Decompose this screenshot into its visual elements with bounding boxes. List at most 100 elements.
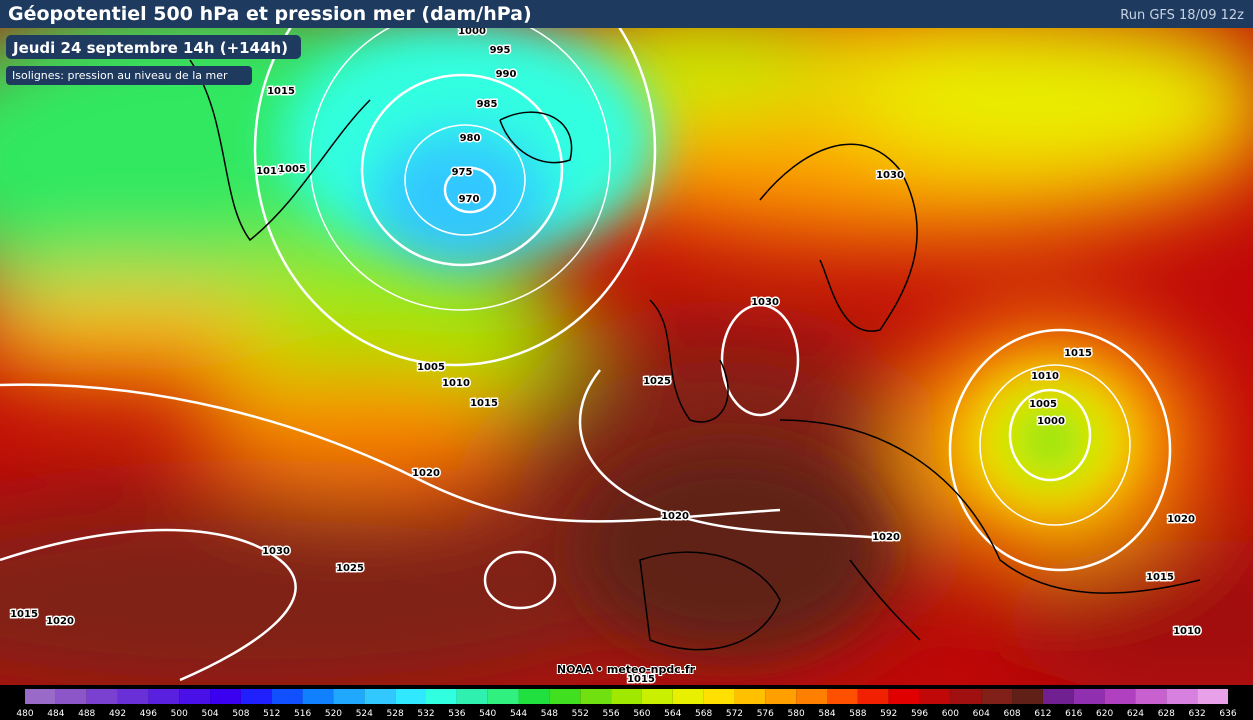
isobar-label: 1025 [643,376,671,387]
run-info: Run GFS 18/09 12z [1120,8,1244,23]
colorbar-swatch [179,689,211,704]
colorbar-label: 524 [356,709,373,719]
isobar-label: 1015 [627,674,655,685]
colorbar-label: 504 [201,709,218,719]
colorbar-label: 552 [572,709,589,719]
colorbar-label: 612 [1034,709,1051,719]
isobar-label: 1000 [1037,416,1065,427]
isobar-label: 970 [459,194,480,205]
isobar-label: 985 [477,99,498,110]
colorbar-label: 556 [602,709,619,719]
colorbar-label: 584 [818,709,835,719]
colorbar-label: 548 [541,709,558,719]
colorbar-swatch [25,689,56,704]
colorbar-swatch [611,689,642,704]
colorbar-swatch [395,689,426,704]
colorbar-label: 512 [263,709,280,719]
colorbar-swatch [456,689,488,704]
isobar-label: 1010 [1031,371,1059,382]
colorbar-label: 500 [171,709,188,719]
isobar-label: 1005 [1029,399,1057,410]
colorbar-label: 540 [479,709,496,719]
colorbar-label: 620 [1096,709,1113,719]
colorbar-swatch [302,689,334,704]
isobar-label: 1020 [661,511,689,522]
colorbar-label: 492 [109,709,126,719]
colorbar-label: 604 [973,709,990,719]
colorbar-swatch [827,689,858,704]
isobar-label: 1015 [267,86,295,97]
colorbar-label: 592 [880,709,897,719]
colorbar-swatch [950,689,982,704]
isobar-label: 1030 [751,297,779,308]
colorbar-swatch [981,689,1013,704]
isobar-label: 995 [490,45,511,56]
colorbar: 480 484 488 492 496 500 504 508 512 516 520 524 528 5… [16,689,1237,719]
colorbar-label: 484 [47,709,64,719]
colorbar-swatch [796,689,827,704]
colorbar-swatch [333,689,365,704]
isobar-label: 1010 [256,166,284,177]
colorbar-label: 560 [633,709,650,719]
colorbar-swatch [1197,689,1228,704]
colorbar-label: 536 [448,709,465,719]
colorbar-label: 568 [695,709,712,719]
isobar-label: 980 [460,133,481,144]
colorbar-swatch [1073,689,1105,704]
colorbar-swatch [1042,689,1074,704]
colorbar-swatch [1135,689,1167,704]
colorbar-label: 608 [1003,709,1020,719]
colorbar-swatch [580,689,612,704]
colorbar-label: 488 [78,709,95,719]
colorbar-swatch [426,689,457,704]
header-bar [0,0,1253,28]
isobar-label: 1005 [417,362,445,373]
isobar-label: 975 [452,167,473,178]
colorbar-swatch [1104,689,1136,704]
colorbar-swatch [549,689,581,704]
isobar-label: 1020 [46,616,74,627]
colorbar-label: 528 [387,709,404,719]
colorbar-swatch [857,689,889,704]
isobar-label: 1020 [872,532,900,543]
colorbar-swatch [487,689,519,704]
isobar-label: 1025 [336,563,364,574]
colorbar-swatch [364,689,396,704]
isobars [0,28,1172,682]
colorbar-label: 628 [1158,709,1175,719]
isobar-label: 1020 [412,468,440,479]
colorbar-swatch [240,689,272,704]
isolines-note: Isolignes: pression au niveau de la mer [12,69,228,82]
coastlines [189,59,1201,651]
isobar-label: 1030 [262,546,290,557]
isobar-label: 1005 [278,164,306,175]
colorbar-label: 572 [726,709,743,719]
colorbar-swatch [919,689,951,704]
colorbar-swatch [672,689,704,704]
isobar-labels: 1000995990985980975970101510101005100510… [9,25,1203,687]
colorbar-swatch [734,689,766,704]
colorbar-swatch [148,689,180,704]
isobar-label: 990 [496,69,517,80]
valid-time-box [6,35,301,59]
colorbar-label: 520 [325,709,342,719]
isobar-label: 1015 [1064,348,1092,359]
colorbar-label: 588 [849,709,866,719]
colorbar-swatch [703,689,735,704]
isobar-label: 1010 [1173,626,1201,637]
isobar-label: 1030 [876,170,904,181]
colorbar-swatch [271,689,303,704]
colorbar-label: 508 [232,709,249,719]
colorbar-label: 496 [140,709,157,719]
colorbar-swatch [86,689,118,704]
colorbar-swatch [888,689,920,704]
note-box [6,66,252,85]
colorbar-swatch [210,689,241,704]
colorbar-swatch [1012,689,1043,704]
valid-time: Jeudi 24 septembre 14h (+144h) [12,39,288,57]
colorbar-label: 624 [1127,709,1144,719]
colorbar-swatch [117,689,149,704]
colorbar-label: 480 [16,709,33,719]
colorbar-label: 544 [510,709,527,719]
